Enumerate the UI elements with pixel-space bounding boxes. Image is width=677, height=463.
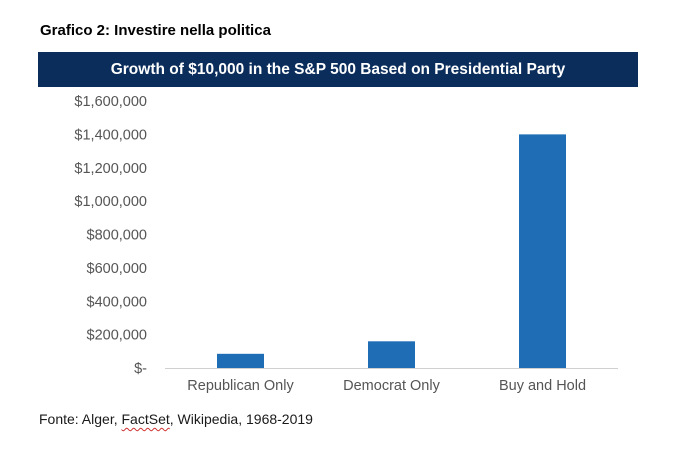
chart-title-banner: Growth of $10,000 in the S&P 500 Based o… [38, 52, 638, 87]
y-axis-tick-labels: $- $200,000 $400,000 $600,000 $800,000 $1,000… [74, 94, 147, 377]
x-tick-label: Buy and Hold [499, 378, 586, 394]
y-tick-label: $600,000 [87, 261, 147, 277]
y-tick-label: $400,000 [87, 294, 147, 310]
chart-title: Growth of $10,000 in the S&P 500 Based o… [110, 60, 566, 78]
source-suffix: , Wikipedia, 1968-2019 [169, 411, 313, 427]
y-tick-label: $1,000,000 [74, 194, 147, 210]
source-prefix: Fonte: Alger, [39, 411, 122, 427]
x-axis-tick-labels: Republican Only Democrat Only Buy and Hold [187, 378, 586, 394]
bar-buy-and-hold [519, 134, 566, 368]
y-tick-label: $800,000 [87, 228, 147, 244]
bar-series [217, 134, 566, 368]
source-note: Fonte: Alger, FactSet, Wikipedia, 1968-2… [39, 411, 313, 427]
y-tick-label: $1,600,000 [74, 94, 147, 110]
bar-democrat-only [368, 341, 415, 368]
figure-caption: Grafico 2: Investire nella politica [40, 22, 271, 39]
source-flagged-word: FactSet [121, 411, 170, 427]
bar-republican-only [217, 353, 264, 368]
y-tick-label: $1,200,000 [74, 161, 147, 177]
y-tick-label: $1,400,000 [74, 127, 147, 143]
y-tick-label: $- [134, 361, 147, 377]
y-tick-label: $200,000 [87, 328, 147, 344]
x-tick-label: Democrat Only [343, 378, 440, 394]
x-tick-label: Republican Only [187, 378, 294, 394]
